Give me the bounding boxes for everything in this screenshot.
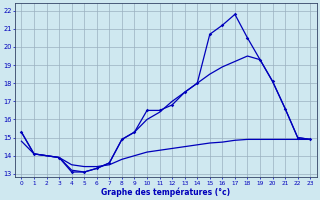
X-axis label: Graphe des températures (°c): Graphe des températures (°c): [101, 187, 230, 197]
